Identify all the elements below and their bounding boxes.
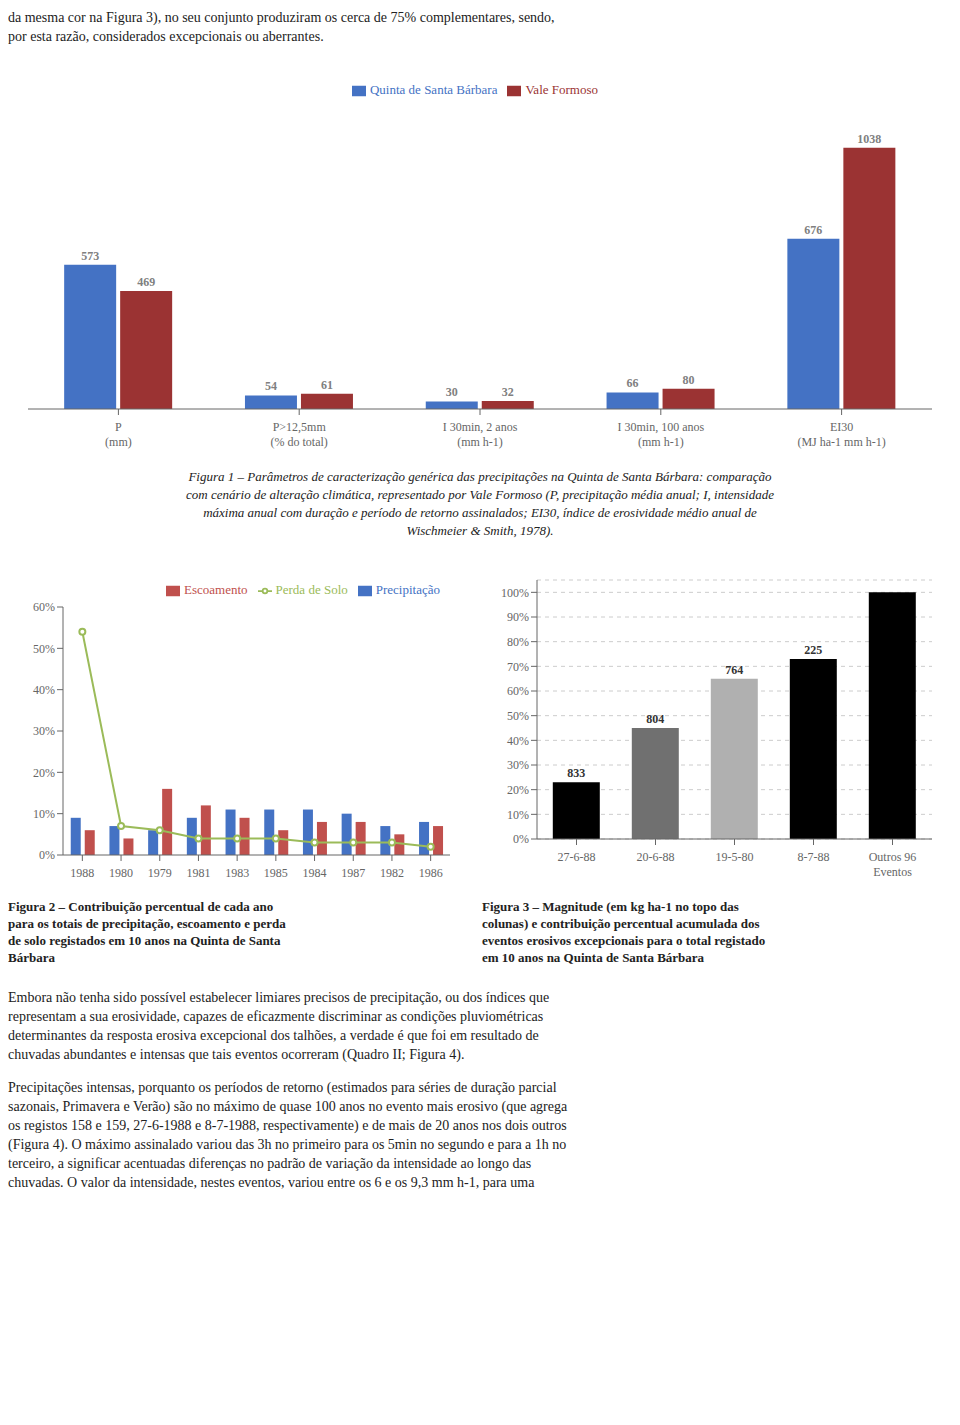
html-text:chuvadas. O valor da intensida: chuvadas. O valor da intensidade, nestes…	[8, 1175, 535, 1190]
svg-text:50%: 50%	[507, 709, 529, 723]
svg-text:50%: 50%	[33, 642, 55, 656]
svg-text:20-6-88: 20-6-88	[637, 850, 675, 864]
svg-text:10%: 10%	[33, 807, 55, 821]
svg-text:60%: 60%	[33, 600, 55, 614]
svg-text:0%: 0%	[39, 848, 55, 862]
svg-text:1984: 1984	[303, 866, 327, 880]
svg-text:30%: 30%	[33, 724, 55, 738]
svg-text:676: 676	[804, 223, 822, 237]
svg-text:573: 573	[81, 249, 99, 263]
svg-text:P>12,5mm(% do total): P>12,5mm(% do total)	[271, 420, 328, 449]
svg-text:8-7-88: 8-7-88	[798, 850, 830, 864]
html-text:da mesma cor na ​Figura 3​), n: da mesma cor na ​Figura 3​), no seu conj…	[8, 10, 555, 25]
svg-text:60%: 60%	[507, 684, 529, 698]
svg-text:20%: 20%	[507, 783, 529, 797]
svg-text:469: 469	[137, 275, 155, 289]
svg-text:1979: 1979	[148, 866, 172, 880]
svg-text:1038: 1038	[857, 132, 881, 146]
svg-text:1987: 1987	[341, 866, 365, 880]
html-text:Perda de Solo: Perda de Solo	[275, 582, 348, 597]
html-text:terceiro, a significar acentua: terceiro, a significar acentuadas difere…	[8, 1156, 532, 1171]
html-text:chuvadas abundantes e intensas: chuvadas abundantes e intensas que tais …	[8, 1047, 465, 1062]
html-text:(​Figura 4​). O máximo assinal: (​Figura 4​). O máximo assinalado variou…	[8, 1137, 567, 1152]
svg-text:P(mm): P(mm)	[105, 420, 132, 449]
svg-text:EI30(MJ ha-1 mm h-1): EI30(MJ ha-1 mm h-1)	[797, 420, 885, 449]
html-text:Figura 3 – Magnitude (em kg ha: Figura 3 – Magnitude (em kg ha-1 no topo…	[482, 899, 766, 965]
html-text:Vale Formoso: Vale Formoso	[525, 82, 598, 97]
svg-text:32: 32	[502, 385, 514, 399]
svg-text:40%: 40%	[33, 683, 55, 697]
html-text:determinantes da resposta eros: determinantes da resposta erosiva excepc…	[8, 1028, 539, 1043]
svg-text:764: 764	[725, 663, 743, 677]
svg-text:1983: 1983	[225, 866, 249, 880]
svg-text:Outros 96Eventos: Outros 96Eventos	[869, 850, 917, 879]
svg-text:30: 30	[446, 385, 458, 399]
svg-text:1982: 1982	[380, 866, 404, 880]
html-text:os registos 158 e 159, 27-6-19: os registos 158 e 159, 27-6-1988 e 8-7-1…	[8, 1118, 567, 1133]
svg-text:90%: 90%	[507, 610, 529, 624]
svg-text:27-6-88: 27-6-88	[558, 850, 596, 864]
svg-text:61: 61	[321, 378, 333, 392]
html-text:Embora não tenha sido possível: Embora não tenha sido possível estabelec…	[8, 990, 550, 1005]
svg-text:20%: 20%	[33, 766, 55, 780]
svg-text:833: 833	[567, 766, 585, 780]
svg-text:225: 225	[804, 643, 822, 657]
html-text:sazonais, Primavera e Verão) s: sazonais, Primavera e Verão) são no máxi…	[8, 1099, 568, 1114]
svg-text:0%: 0%	[513, 832, 529, 846]
svg-text:I 30min, 100 anos(mm h-1): I 30min, 100 anos(mm h-1)	[617, 420, 704, 449]
svg-text:80: 80	[683, 373, 695, 387]
svg-text:66: 66	[627, 376, 639, 390]
svg-text:1986: 1986	[419, 866, 443, 880]
html-text:Precipitação: Precipitação	[375, 582, 440, 597]
html-text:Figura 1 – Parâmetros de carac: Figura 1 – Parâmetros de caracterização …	[186, 469, 774, 538]
svg-text:40%: 40%	[507, 734, 529, 748]
html-text:representam a sua erosividade,: representam a sua erosividade, capazes d…	[8, 1009, 544, 1024]
svg-text:19-5-80: 19-5-80	[716, 850, 754, 864]
html-text:Figura 2 – Contribuição percen: Figura 2 – Contribuição percentual de ca…	[8, 899, 286, 965]
svg-text:1980: 1980	[109, 866, 133, 880]
svg-text:80%: 80%	[507, 635, 529, 649]
svg-text:I 30min, 2 anos(mm h-1): I 30min, 2 anos(mm h-1)	[443, 420, 518, 449]
html-text:Escoamento: Escoamento	[184, 582, 248, 597]
html-text:Precipitações intensas, porqua: Precipitações intensas, porquanto os per…	[8, 1080, 557, 1095]
svg-text:54: 54	[265, 379, 277, 393]
svg-text:804: 804	[646, 712, 664, 726]
svg-text:30%: 30%	[507, 758, 529, 772]
html-text:Quinta de Santa Bárbara: Quinta de Santa Bárbara	[370, 82, 498, 97]
svg-text:100%: 100%	[501, 586, 529, 600]
html-text:por esta razão, considerados e: por esta razão, considerados excepcionai…	[8, 29, 324, 44]
svg-text:10%: 10%	[507, 808, 529, 822]
svg-text:70%: 70%	[507, 660, 529, 674]
svg-text:1981: 1981	[186, 866, 210, 880]
svg-text:1988: 1988	[70, 866, 94, 880]
svg-text:1985: 1985	[264, 866, 288, 880]
